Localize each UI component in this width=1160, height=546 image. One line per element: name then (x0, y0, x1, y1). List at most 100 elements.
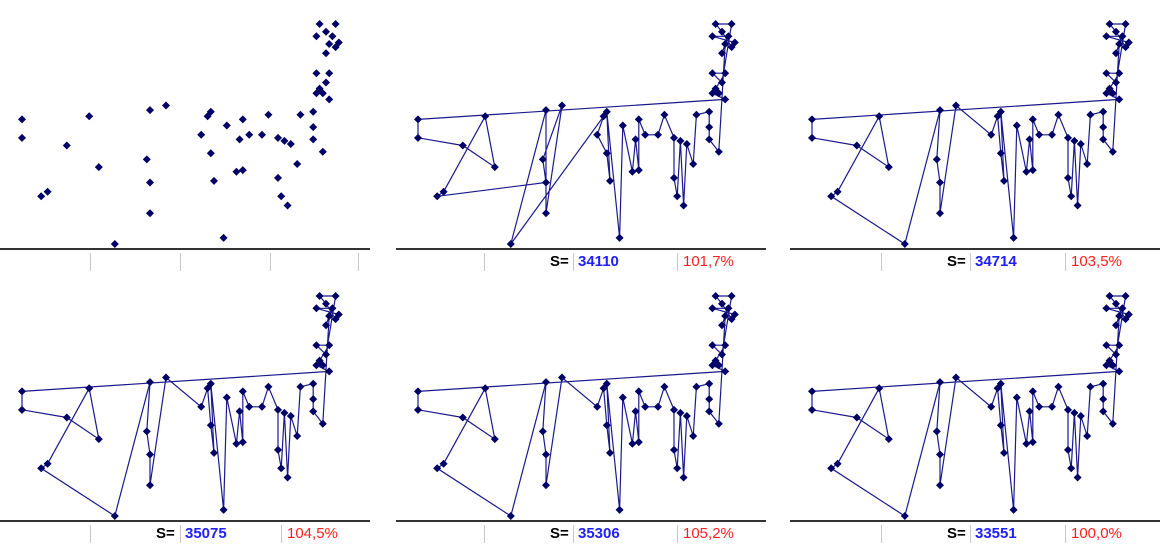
city-marker (692, 110, 701, 119)
city-marker (558, 101, 566, 110)
city-marker (280, 136, 289, 145)
city-marker (606, 176, 614, 185)
city-marker (692, 382, 701, 391)
cost-value: 33551 (975, 525, 1017, 542)
city-marker (952, 373, 960, 382)
city-marker (286, 412, 295, 420)
city-marker (833, 187, 842, 196)
city-marker (1070, 136, 1079, 145)
city-marker (618, 393, 627, 402)
city-marker (481, 112, 490, 121)
city-marker (142, 427, 151, 436)
status-separator (180, 525, 181, 543)
city-marker (833, 459, 842, 468)
city-marker (1028, 438, 1037, 447)
route-line (417, 23, 736, 245)
city-marker (94, 163, 103, 172)
city-marker (458, 413, 467, 422)
city-marker (727, 315, 736, 324)
city-marker (245, 130, 254, 139)
city-marker (439, 459, 448, 468)
city-marker (654, 130, 662, 139)
panel-route-2: S= 34714 103,5% (790, 0, 1160, 272)
city-marker (414, 133, 422, 142)
city-marker (210, 448, 218, 457)
city-marker (322, 321, 330, 330)
city-marker (274, 173, 282, 182)
city-marker (670, 405, 678, 414)
city-marker (277, 192, 286, 201)
city-marker (331, 315, 340, 324)
city-marker (309, 407, 318, 416)
city-marker (558, 373, 566, 382)
city-marker (1112, 350, 1120, 359)
city-marker (727, 292, 736, 300)
city-marker (682, 140, 691, 148)
route-line (21, 295, 340, 517)
city-marker (222, 393, 231, 402)
city-marker (875, 112, 884, 121)
panel-route-3: S= 35075 104,5% (0, 272, 370, 544)
city-marker (1028, 387, 1037, 396)
city-marker (309, 107, 318, 116)
city-marker (245, 402, 254, 411)
city-marker (705, 407, 714, 416)
city-marker (932, 427, 941, 436)
city-marker (1108, 419, 1117, 428)
city-marker (274, 133, 282, 142)
city-marker (433, 464, 442, 473)
city-marker (1054, 382, 1063, 391)
city-marker (679, 473, 688, 482)
city-marker (258, 402, 266, 411)
city-marker (506, 512, 515, 520)
cost-value: 35306 (578, 525, 620, 542)
route-plot (414, 20, 739, 248)
city-marker (1108, 147, 1117, 156)
city-marker (1099, 123, 1108, 132)
route-plot (18, 292, 343, 520)
city-marker (673, 192, 682, 201)
city-marker (606, 448, 614, 457)
city-marker (808, 387, 816, 396)
city-marker (1022, 167, 1031, 176)
city-marker (325, 95, 334, 104)
city-marker (718, 27, 726, 36)
city-marker (689, 160, 698, 168)
city-marker (283, 473, 292, 482)
city-marker (309, 123, 318, 132)
city-marker (296, 382, 305, 391)
city-marker (1064, 173, 1072, 182)
city-marker (1099, 135, 1108, 144)
panel-points (0, 0, 370, 272)
city-marker (936, 106, 944, 115)
city-marker (94, 435, 103, 444)
city-marker (318, 419, 327, 428)
city-marker (936, 209, 944, 218)
city-marker (721, 95, 730, 104)
city-marker (458, 141, 467, 150)
city-marker (641, 130, 650, 139)
city-marker (18, 405, 26, 414)
city-marker (315, 292, 324, 300)
city-marker (602, 107, 611, 116)
city-marker (1067, 464, 1076, 473)
city-marker (322, 350, 330, 359)
city-marker (232, 439, 241, 448)
city-marker (1115, 367, 1124, 376)
city-marker (490, 435, 499, 444)
city-marker (602, 149, 611, 158)
city-marker (714, 89, 723, 98)
city-marker (996, 421, 1005, 430)
status-separator (677, 253, 678, 271)
city-marker (331, 43, 340, 52)
city-marker (1009, 233, 1018, 242)
city-marker (1115, 95, 1124, 104)
status-separator (970, 525, 971, 543)
cost-label: S= (947, 525, 966, 542)
city-marker (309, 135, 318, 144)
city-marker (730, 310, 739, 319)
city-marker (718, 299, 726, 308)
city-marker (18, 387, 26, 396)
city-marker (727, 20, 736, 28)
city-marker (1112, 321, 1120, 330)
